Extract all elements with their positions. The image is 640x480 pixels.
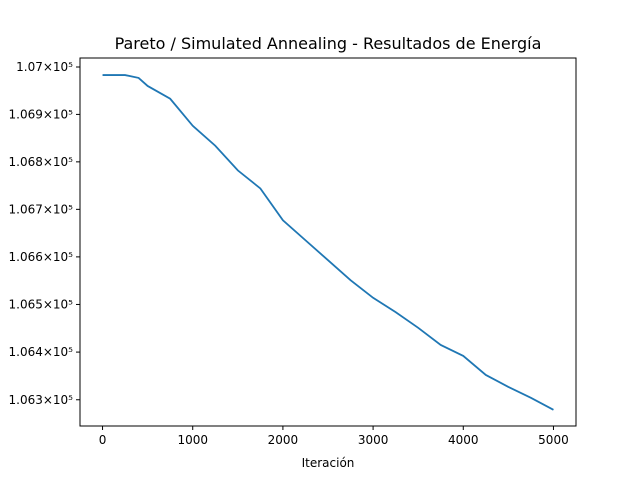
x-tick-label: 1000 [177,433,208,447]
y-tick-label: 1.063×10⁵ [9,393,74,407]
line [102,74,554,411]
y-tick-label: 1.064×10⁵ [9,345,74,359]
x-axis-label: Iteración [302,456,355,470]
x-tick-label: 3000 [358,433,389,447]
y-tick-label: 1.065×10⁵ [9,297,74,311]
y-tick-label: 1.067×10⁵ [9,202,74,216]
x-tick-label: 0 [99,433,107,447]
y-tick-label: 1.068×10⁵ [9,155,74,169]
plot-frame [79,57,577,427]
y-tick-label: 1.07×10⁵ [16,60,73,74]
x-tick-label: 2000 [268,433,299,447]
y-tick-label: 1.069×10⁵ [9,107,74,121]
x-tick-label: 5000 [538,433,569,447]
x-tick-label: 4000 [448,433,479,447]
chart-title: Pareto / Simulated Annealing - Resultado… [115,34,542,53]
y-tick-label: 1.066×10⁵ [9,250,74,264]
